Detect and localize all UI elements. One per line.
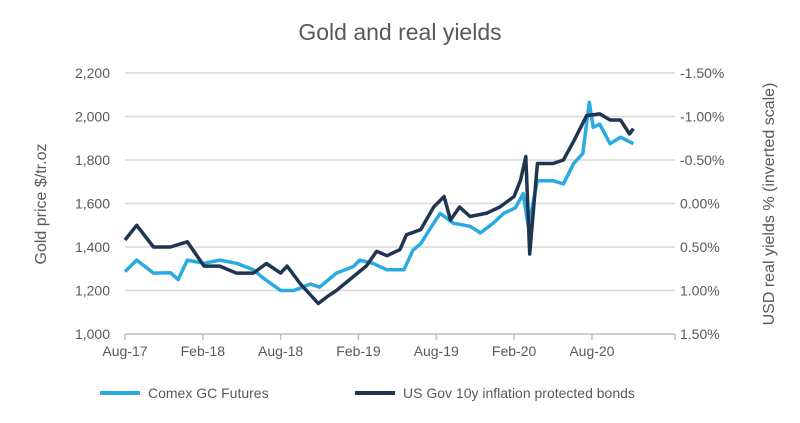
y-tick-label: 2,000 (75, 109, 110, 125)
y2-tick-label: 1.00% (680, 283, 720, 299)
y2-tick-label: 1.50% (680, 326, 720, 342)
y2-axis-label: USD real yields % (inverted scale) (761, 83, 778, 326)
x-tick-label: Feb-18 (181, 343, 226, 359)
y-tick-label: 1,000 (75, 326, 110, 342)
series-lines (123, 100, 635, 306)
chart-title: Gold and real yields (298, 19, 501, 45)
y-axis-left: 2,200 2,000 1,800 1,600 1,400 1,200 1,000 (75, 65, 110, 342)
y2-tick-label: -1.00% (680, 109, 724, 125)
x-tick-label: Feb-20 (492, 343, 537, 359)
y2-tick-label: 0.00% (680, 196, 720, 212)
x-tick-label: Aug-19 (414, 343, 459, 359)
y-tick-label: 1,400 (75, 239, 110, 255)
series-line-us-gov-10y-tips (123, 112, 635, 306)
x-axis: Aug-17 Feb-18 Aug-18 Feb-19 Aug-19 Feb-20 Aug-… (102, 333, 676, 359)
x-tick-label: Aug-17 (102, 343, 147, 359)
legend-label-comex: Comex GC Futures (148, 385, 269, 401)
y-tick-label: 1,600 (75, 196, 110, 212)
series-line-comex-gc-futures (123, 100, 635, 293)
y2-tick-label: -0.50% (680, 152, 724, 168)
y-tick-label: 1,800 (75, 152, 110, 168)
y2-tick-label: 0.50% (680, 239, 720, 255)
y2-tick-label: -1.50% (680, 65, 724, 81)
legend-label-tips: US Gov 10y inflation protected bonds (403, 385, 635, 401)
legend: Comex GC Futures US Gov 10y inflation pr… (100, 385, 635, 401)
gridlines (125, 72, 675, 292)
x-tick-label: Feb-19 (336, 343, 381, 359)
x-tick-label: Aug-18 (258, 343, 303, 359)
y-tick-label: 2,200 (75, 65, 110, 81)
y-axis-label: Gold price $/tr.oz (33, 144, 50, 265)
y-tick-label: 1,200 (75, 283, 110, 299)
y-axis-right: -1.50% -1.00% -0.50% 0.00% 0.50% 1.00% 1.50% (680, 65, 724, 342)
x-tick-label: Aug-20 (569, 343, 614, 359)
